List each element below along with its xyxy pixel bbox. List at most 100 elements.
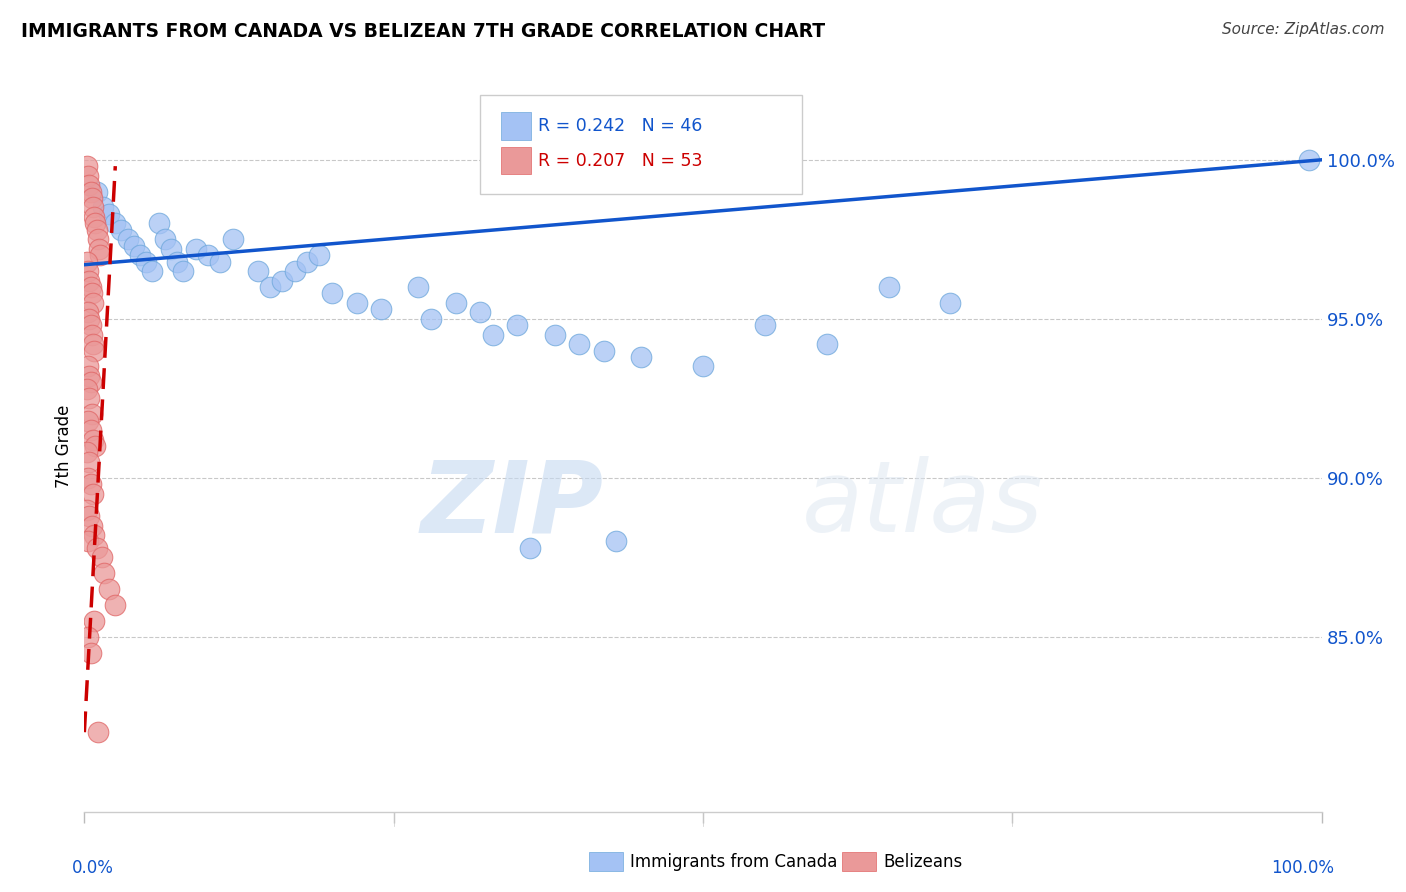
Point [877, 280, 900, 294]
Point [79, 274, 101, 288]
Point [184, 242, 207, 256]
Point [90, 550, 112, 565]
Point [79, 508, 101, 523]
Text: Immigrants from Canada: Immigrants from Canada [630, 853, 837, 871]
Point [284, 264, 307, 278]
Point [122, 238, 145, 252]
Point [605, 534, 627, 549]
Point [543, 327, 565, 342]
FancyBboxPatch shape [502, 112, 531, 139]
Point [593, 343, 616, 358]
Point [246, 264, 269, 278]
Point [87, 232, 110, 246]
Point [370, 302, 392, 317]
Point [308, 248, 330, 262]
Point [419, 311, 441, 326]
Point [79, 423, 101, 437]
Point [197, 248, 219, 262]
Point [117, 232, 139, 246]
Point [83, 614, 105, 628]
Point [79, 178, 101, 193]
Point [79, 376, 101, 390]
Point [346, 296, 368, 310]
Point [77, 264, 100, 278]
Point [82, 296, 104, 310]
Text: Source: ZipAtlas.com: Source: ZipAtlas.com [1222, 22, 1385, 37]
Point [76, 382, 98, 396]
Point [98, 582, 121, 596]
Point [80, 518, 103, 533]
Point [160, 242, 183, 256]
Text: 0.0%: 0.0% [72, 859, 114, 877]
Y-axis label: 7th Grade: 7th Grade [55, 404, 73, 488]
Text: Belizeans: Belizeans [883, 853, 962, 871]
Text: atlas: atlas [801, 456, 1043, 553]
Point [172, 264, 194, 278]
Point [83, 343, 105, 358]
Text: R = 0.242   N = 46: R = 0.242 N = 46 [538, 118, 703, 136]
Point [321, 286, 343, 301]
Point [1298, 153, 1320, 167]
Point [80, 327, 103, 342]
Point [79, 392, 101, 406]
Point [76, 445, 98, 459]
Point [80, 286, 103, 301]
Point [87, 725, 110, 739]
FancyBboxPatch shape [481, 95, 801, 194]
Point [93, 566, 115, 581]
Point [444, 296, 467, 310]
Point [82, 486, 104, 500]
Point [209, 254, 232, 268]
Point [79, 369, 101, 384]
Point [79, 477, 101, 491]
Point [91, 201, 114, 215]
Point [86, 223, 108, 237]
Point [271, 274, 294, 288]
Point [77, 630, 100, 644]
Text: R = 0.207   N = 53: R = 0.207 N = 53 [538, 152, 703, 169]
Point [815, 337, 838, 351]
Point [79, 646, 101, 660]
Point [89, 248, 111, 262]
Point [79, 455, 101, 469]
Point [79, 318, 101, 333]
Point [77, 359, 100, 374]
Point [76, 254, 98, 268]
Point [82, 433, 104, 447]
Point [98, 207, 121, 221]
Point [80, 407, 103, 421]
Point [135, 254, 157, 268]
Point [86, 185, 108, 199]
Point [76, 159, 98, 173]
Point [939, 296, 962, 310]
Point [80, 191, 103, 205]
Point [692, 359, 714, 374]
FancyBboxPatch shape [502, 147, 531, 174]
Point [568, 337, 591, 351]
Point [79, 311, 101, 326]
Point [506, 318, 529, 333]
Point [141, 264, 163, 278]
Point [77, 471, 100, 485]
Point [82, 337, 104, 351]
Point [110, 223, 132, 237]
Point [79, 185, 101, 199]
Text: ZIP: ZIP [420, 456, 605, 553]
Point [259, 280, 281, 294]
Point [77, 413, 100, 427]
Point [83, 528, 105, 542]
Point [84, 216, 107, 230]
Point [79, 280, 101, 294]
Point [408, 280, 430, 294]
Point [222, 232, 245, 246]
Text: IMMIGRANTS FROM CANADA VS BELIZEAN 7TH GRADE CORRELATION CHART: IMMIGRANTS FROM CANADA VS BELIZEAN 7TH G… [21, 22, 825, 41]
Point [295, 254, 318, 268]
Point [481, 327, 503, 342]
Point [519, 541, 541, 555]
Point [77, 534, 100, 549]
Point [89, 242, 111, 256]
Point [470, 305, 492, 319]
Text: 100.0%: 100.0% [1271, 859, 1334, 877]
Point [84, 439, 107, 453]
Point [83, 210, 105, 224]
